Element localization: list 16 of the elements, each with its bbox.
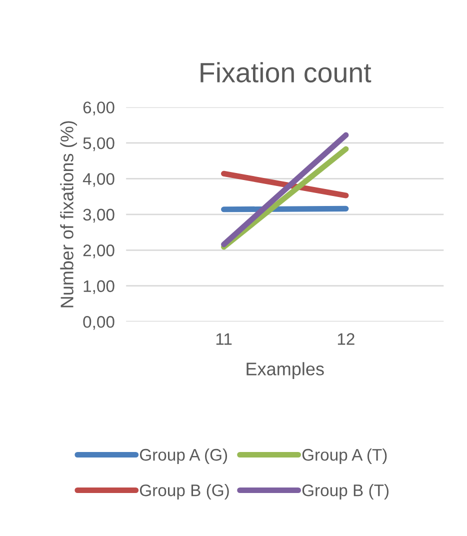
y-axis-title: Number of fixations (%) (60, 121, 77, 308)
y-tick-label: 4,00 (82, 173, 114, 187)
legend-label: Group A (G) (140, 448, 228, 464)
x-tick-label: 11 (216, 333, 232, 345)
x-axis-title: Examples (246, 362, 324, 379)
legend-label: Group B (T) (302, 484, 389, 500)
legend-label: Group B (G) (140, 484, 229, 500)
legend-label: Group A (T) (302, 448, 387, 464)
y-tick-label: 1,00 (84, 280, 114, 294)
x-tick-label: 12 (338, 333, 354, 345)
chart-title: Fixation count (200, 62, 372, 82)
y-tick-label: 0,00 (83, 316, 114, 330)
y-tick-label: 5,00 (83, 137, 114, 152)
y-tick-label: 6,00 (83, 102, 114, 116)
y-tick-label: 3,00 (83, 208, 114, 223)
y-tick-label: 2,00 (83, 244, 114, 258)
